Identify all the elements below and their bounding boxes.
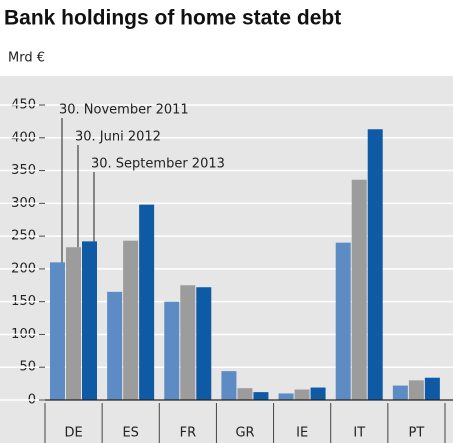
- x-tick-label: GR: [235, 426, 254, 441]
- bar: [66, 247, 81, 400]
- bar: [351, 179, 367, 400]
- bar: [82, 241, 97, 400]
- bar: [310, 387, 326, 400]
- legend-label: 30. November 2011: [59, 103, 189, 118]
- legend-label: 30. September 2013: [91, 157, 225, 172]
- bar: [335, 242, 351, 400]
- bar: [107, 291, 123, 400]
- bar: [424, 377, 440, 400]
- x-tick-label: ES: [122, 426, 138, 441]
- bar: [50, 262, 65, 400]
- x-tick-label: DE: [64, 426, 82, 441]
- bar: [139, 204, 155, 400]
- bar: [253, 392, 269, 400]
- bar: [408, 380, 424, 400]
- bar: [294, 389, 310, 400]
- bar: [237, 388, 253, 400]
- bar: [221, 371, 237, 400]
- bar: [123, 240, 139, 400]
- bar: [196, 287, 212, 400]
- x-tick-label: FR: [180, 426, 197, 441]
- legend-label: 30. Juni 2012: [75, 130, 161, 145]
- bar: [392, 385, 408, 400]
- x-tick-label: IT: [353, 426, 365, 441]
- bar: [164, 301, 180, 400]
- bar: [367, 129, 383, 400]
- bar: [180, 285, 196, 400]
- bar: [278, 393, 294, 400]
- chart-title: Bank holdings of home state debt: [4, 7, 341, 30]
- y-axis-label: Mrd €: [8, 51, 45, 66]
- x-tick-label: IE: [296, 426, 308, 441]
- x-tick-label: PT: [409, 426, 425, 441]
